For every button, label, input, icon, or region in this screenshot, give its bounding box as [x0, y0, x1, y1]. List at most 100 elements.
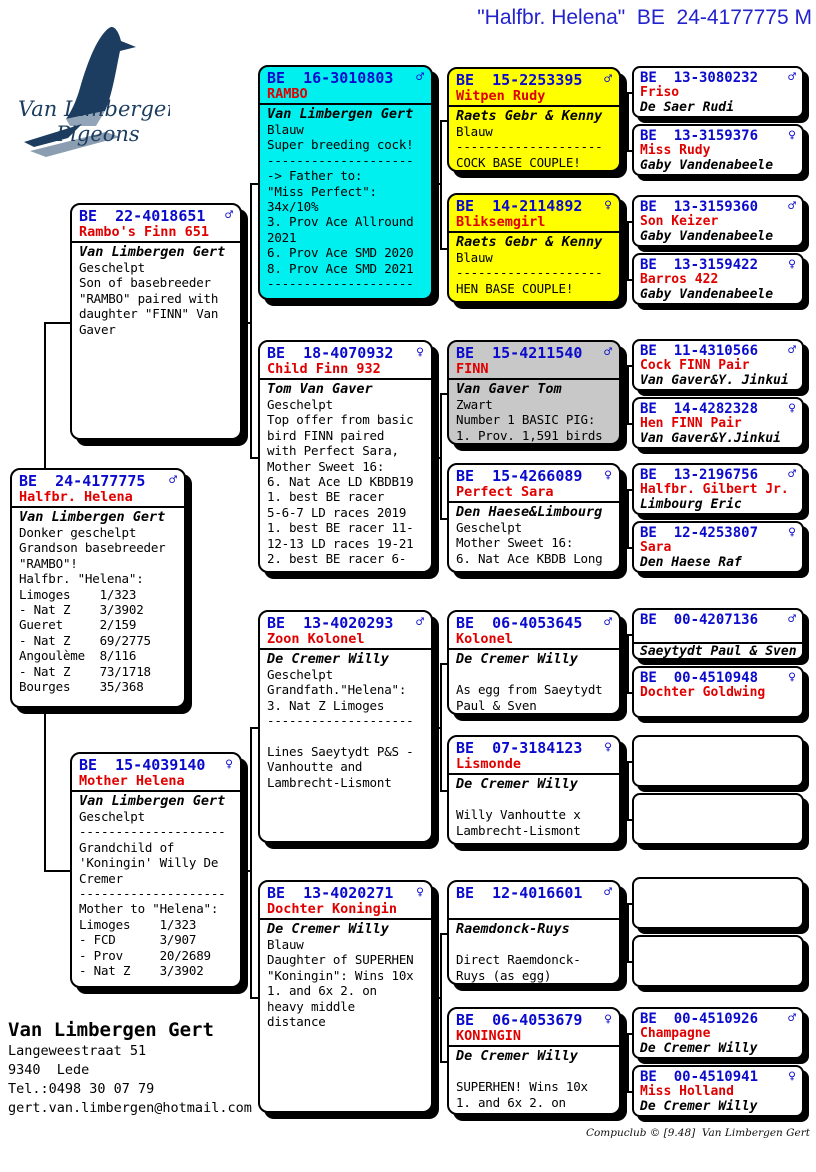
connector-line [627, 1033, 632, 1035]
pedigree-box-g4-11 [632, 735, 804, 787]
ring-number: BE 00-4510941 [640, 1069, 759, 1085]
female-icon: ♀ [225, 757, 233, 772]
connector-line [440, 663, 447, 665]
pigeon-name: Halfbr. Helena [19, 489, 133, 505]
breeder-name: De Cremer Willy [456, 1048, 578, 1064]
contact-phone: Tel.:0498 30 07 79 [8, 1081, 155, 1097]
ring-number: BE 15-4266089 [456, 467, 583, 485]
pigeon-name: Hen FINN Pair [640, 416, 742, 431]
logo-text-line2: Pigeons [55, 122, 140, 146]
connector-line [433, 727, 442, 729]
ring-number: BE 15-4211540 [456, 344, 583, 362]
female-icon: ♀ [604, 198, 612, 213]
pedigree-box-g4-13 [632, 877, 804, 929]
connector-line [440, 518, 447, 520]
connector-line [627, 489, 632, 491]
name-underline [260, 103, 431, 105]
pigeon-description: SUPERHEN! Wins 10x 1. and 6x 2. on [456, 1079, 588, 1110]
female-icon: ♀ [788, 128, 796, 143]
pedigree-box-bliksemgirl: BE 14-2114892 ♀ Bliksemgirl Raets Gebr &… [447, 193, 621, 303]
pedigree-box-g4-4: BE 13-3159422 ♀ Barros 422 Gaby Vandenab… [632, 253, 804, 305]
name-underline [72, 241, 240, 243]
ring-number: BE 15-4039140 [79, 756, 206, 774]
ring-number: BE 13-3159422 [640, 257, 759, 273]
female-icon: ♀ [604, 740, 612, 755]
male-icon: ♂ [169, 473, 177, 488]
pigeon-description: As egg from Saeytydt Paul & Sven [456, 682, 603, 713]
pigeon-description: Blauw Super breeding cock! -------------… [267, 122, 414, 292]
ring-number: BE 11-4310566 [640, 343, 759, 359]
pigeon-description: Zwart Number 1 BASIC PIG: 1. Prov. 1,591… [456, 397, 603, 443]
pedigree-box-mother-helena: BE 15-4039140 ♀ Mother Helena Van Limber… [70, 752, 242, 988]
connector-line [440, 248, 447, 250]
female-icon: ♀ [788, 1069, 796, 1084]
breeder-name: Van Gaver&Y. Jinkui [640, 373, 789, 388]
pigeon-name: Lismonde [456, 756, 522, 772]
male-icon: ♂ [788, 70, 796, 85]
connector-line [621, 790, 629, 792]
connector-line [627, 903, 632, 905]
breeder-name: Van Gaver&Y.Jinkui [640, 431, 781, 446]
connector-line [440, 120, 442, 248]
page-title: "Halfbr. Helena" BE 24-4177775 M [477, 6, 812, 29]
footer-credit: Compuclub © [9.48] Van Limbergen Gert [585, 1127, 810, 1139]
pigeon-name: Miss Rudy [640, 143, 711, 158]
name-underline [260, 378, 431, 380]
pigeon-description: Donker geschelpt Grandson basebreeder "R… [19, 525, 166, 695]
pedigree-box-rambos-finn-651: BE 22-4018651 ♂ Rambo's Finn 651 Van Lim… [70, 203, 242, 440]
connector-line [627, 903, 629, 961]
ring-number: BE 00-4510948 [640, 670, 759, 686]
breeder-name: Van Limbergen Gert [267, 106, 414, 122]
ring-number: BE 22-4018651 [79, 207, 206, 225]
pedigree-box-dochter-koningin: BE 13-4020271 ♀ Dochter Koningin De Crem… [258, 880, 433, 1113]
male-icon: ♂ [788, 343, 796, 358]
female-icon: ♀ [788, 670, 796, 685]
breeder-name: Raets Gebr & Kenny [456, 234, 603, 250]
breeder-name: Gaby Vandenabeele [640, 287, 774, 302]
ring-number: BE 14-2114892 [456, 197, 583, 215]
breeder-name: De Cremer Willy [456, 776, 578, 792]
breeder-name: Gaby Vandenabeele [640, 158, 774, 173]
breeder-name [640, 739, 796, 754]
pigeon-name: KONINGIN [456, 1028, 522, 1044]
pedigree-box-perfect-sara: BE 15-4266089 ♀ Perfect Sara Den Haese&L… [447, 463, 621, 573]
pedigree-box-g4-5: BE 11-4310566 ♂ Cock FINN Pair Van Gaver… [632, 339, 804, 391]
pigeon-description: Blauw -------------------- HEN BASE COUP… [456, 250, 603, 296]
female-icon: ♀ [416, 345, 424, 360]
connector-line [44, 870, 70, 872]
male-icon: ♂ [604, 72, 612, 87]
connector-line [621, 1061, 629, 1063]
name-underline [449, 1045, 619, 1047]
name-underline [449, 231, 619, 233]
pedigree-box-g4-16: BE 00-4510941 ♀ Miss Holland De Cremer W… [632, 1065, 804, 1117]
male-icon: ♂ [225, 208, 233, 223]
connector-line [627, 150, 632, 152]
connector-line [440, 790, 447, 792]
ring-number: BE 07-3184123 [456, 739, 583, 757]
logo-text-line1: Van Limbergen [18, 97, 170, 121]
pedigree-box-finn: BE 15-4211540 ♂ FINN Van Gaver Tom Zwart… [447, 340, 621, 445]
pigeon-description: Direct Raemdonck- Ruys (as egg) [456, 952, 581, 983]
female-icon: ♀ [788, 401, 796, 416]
pigeon-name: Dochter Goldwing [640, 685, 766, 700]
pigeon-name: FINN [456, 361, 489, 377]
pigeon-name: Mother Helena [79, 773, 185, 789]
ring-number: BE 06-4053645 [456, 614, 583, 632]
pedigree-box-child-finn-932: BE 18-4070932 ♀ Child Finn 932 Tom Van G… [258, 340, 433, 573]
connector-line [627, 961, 632, 963]
connector-line [621, 663, 629, 665]
pigeon-name: Friso [640, 85, 680, 100]
ring-number: BE 00-4510926 [640, 1011, 759, 1027]
name-underline [260, 648, 431, 650]
pedigree-box-raemdonck-ruys: BE 12-4016601 ♂ Raemdonck-Ruys Direct Ra… [447, 880, 621, 985]
male-icon: ♂ [788, 612, 796, 627]
pedigree-box-koningin: BE 06-4053679 ♀ KONINGIN De Cremer Willy… [447, 1007, 621, 1115]
contact-address2: 9340 Lede [8, 1062, 90, 1078]
connector-line [440, 393, 447, 395]
male-icon: ♂ [604, 615, 612, 630]
pedigree-box-g4-12 [632, 793, 804, 845]
breeder-name: Van Limbergen Gert [79, 793, 226, 809]
pedigree-box-g4-3: BE 13-3159360 ♂ Son Keizer Gaby Vandenab… [632, 195, 804, 247]
female-icon: ♀ [788, 525, 796, 540]
breeder-name: De Cremer Willy [456, 651, 578, 667]
